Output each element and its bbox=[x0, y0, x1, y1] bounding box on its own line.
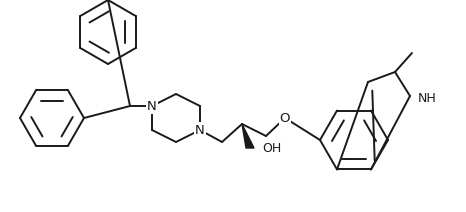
Text: N: N bbox=[147, 99, 157, 113]
Text: OH: OH bbox=[262, 142, 281, 155]
Text: O: O bbox=[280, 112, 290, 124]
Text: N: N bbox=[195, 124, 205, 137]
Polygon shape bbox=[242, 124, 254, 148]
Text: NH: NH bbox=[418, 92, 437, 105]
